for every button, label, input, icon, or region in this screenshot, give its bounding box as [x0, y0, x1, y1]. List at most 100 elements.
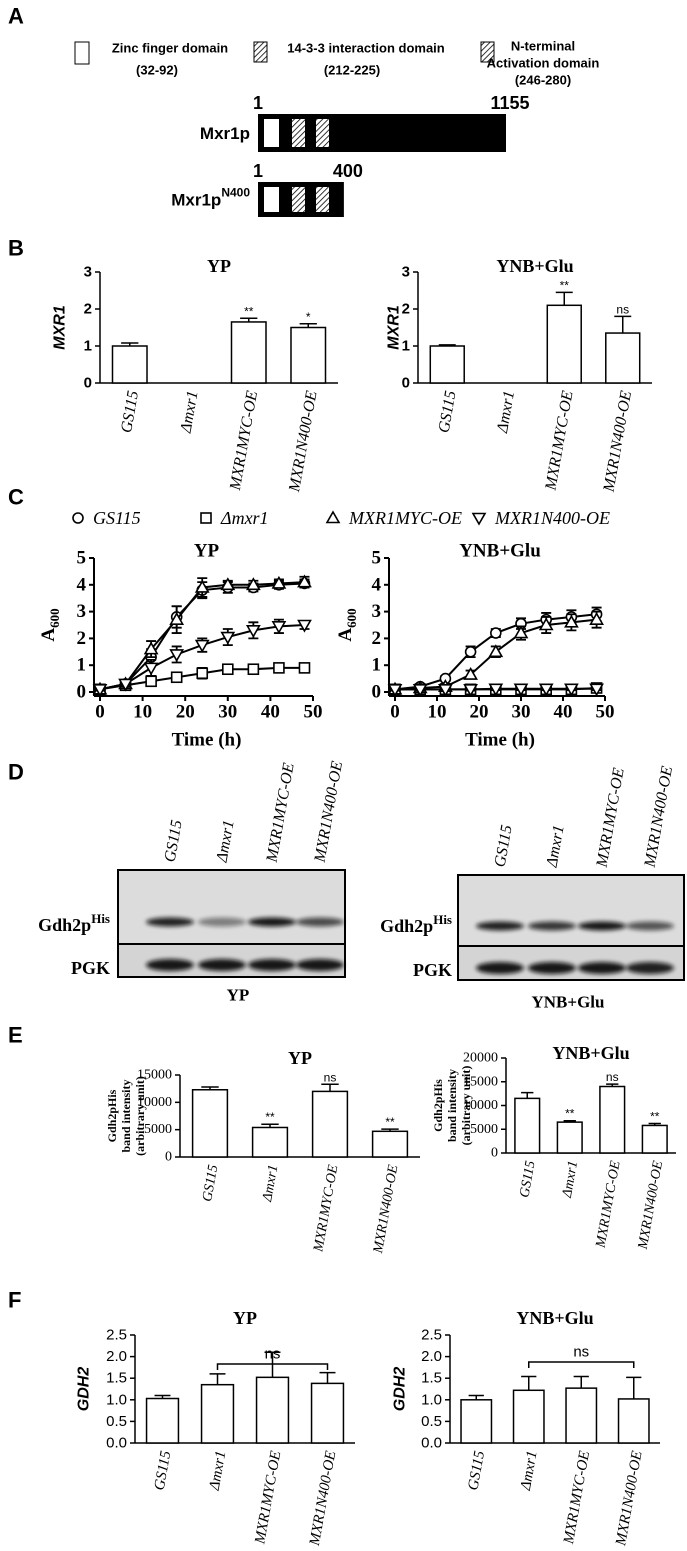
y-tick-label: 20000: [463, 1051, 498, 1066]
legend-marker: [325, 510, 341, 524]
y-tick-label: 0: [402, 375, 410, 392]
y-axis-label-text: A: [335, 628, 356, 642]
error-bar: [319, 1371, 336, 1384]
panel-label: F: [8, 1288, 21, 1313]
x-tick-label: Δmxr1: [560, 1160, 581, 1200]
blot-band: [198, 917, 246, 927]
significance-label: ns: [265, 1346, 281, 1363]
bar: [565, 1387, 598, 1444]
significance-label: **: [244, 304, 254, 318]
y-tick-label: 1.0: [106, 1391, 127, 1408]
legend-marker: [72, 512, 84, 524]
construct-start: 1: [253, 93, 263, 113]
error-bar: [573, 1375, 589, 1389]
panel-label: B: [8, 236, 24, 261]
x-tick-label: 30: [218, 702, 237, 723]
significance-bracket: [216, 1363, 329, 1370]
significance-label: **: [650, 1110, 660, 1124]
y-axis-label: (arbitrary unit): [133, 1076, 147, 1156]
y-tick-label: 15000: [137, 1068, 172, 1083]
bar: [290, 326, 327, 384]
legend-label: MXR1N400-OE: [494, 508, 610, 528]
bar: [255, 1376, 290, 1444]
blot-condition: YP: [227, 986, 250, 1005]
x-tick-label: 10: [428, 702, 447, 723]
marker: [92, 684, 108, 697]
marker: [589, 683, 604, 697]
domain-legend-text: Activation domain: [487, 56, 600, 71]
marker: [513, 625, 529, 639]
blot-row-name: Gdh2p: [38, 915, 91, 935]
y-tick-label: 3: [402, 264, 410, 281]
error-bar: [154, 1394, 171, 1399]
y-axis-label-subscript: 600: [47, 608, 62, 628]
significance-label: **: [265, 1110, 275, 1124]
domain-legend-text: N-terminal: [511, 39, 575, 54]
error-bar: [321, 1083, 339, 1092]
chart-title: YNB+Glu: [552, 1043, 629, 1063]
blot-band: [578, 962, 626, 974]
blot-band: [528, 962, 576, 974]
significance-label: ns: [573, 1344, 589, 1361]
chart-title: YP: [233, 1308, 257, 1328]
construct-name-text: Mxr1p: [200, 124, 250, 143]
error-bar: [381, 1128, 399, 1132]
panel-label: A: [8, 4, 24, 29]
y-tick-label: 0: [77, 682, 87, 703]
blot-band: [528, 921, 576, 931]
error-bar: [563, 1119, 576, 1123]
marker: [387, 684, 403, 697]
error-bar: [240, 317, 258, 322]
y-tick-label: 0: [491, 1146, 498, 1161]
error-bar: [264, 1351, 281, 1378]
x-axis-label: Time (h): [172, 730, 242, 751]
marker: [145, 675, 157, 688]
y-tick-label: 1.5: [106, 1370, 127, 1387]
y-tick-label: 10000: [137, 1095, 172, 1110]
blot-band: [476, 921, 524, 931]
y-tick-label: 3: [84, 264, 92, 281]
domain-legend-text: (212-225): [324, 63, 380, 78]
bar: [460, 1399, 493, 1444]
marker: [170, 671, 183, 684]
blot-band: [248, 959, 296, 971]
marker: [194, 579, 210, 593]
blot-band: [578, 921, 626, 931]
blot-band: [248, 917, 296, 927]
y-tick-label: 5: [372, 548, 382, 569]
construct-name-text: Mxr1p: [171, 190, 221, 209]
domain-swatch: [74, 41, 90, 65]
y-tick-label: 1: [77, 655, 87, 676]
x-tick-label: 0: [95, 702, 105, 723]
y-axis-label: A600: [335, 608, 359, 641]
blot-row-name: Gdh2p: [380, 916, 433, 936]
blot-row-label: Gdh2pHis: [38, 911, 110, 936]
y-axis-label: MXR1: [386, 305, 403, 350]
marker: [564, 683, 579, 697]
y-axis-label: band intensity: [445, 1069, 459, 1142]
y-tick-label: 3: [77, 601, 87, 622]
y-tick-label: 2.0: [421, 1348, 442, 1365]
x-axis-label: Time (h): [465, 730, 535, 751]
domain-legend-text: Zinc finger domain: [112, 41, 228, 56]
marker: [488, 683, 504, 697]
error-bar: [201, 1086, 219, 1090]
chart-title: YNB+Glu: [496, 256, 573, 276]
chart-title: YNB+Glu: [459, 541, 541, 562]
x-tick-label: 0: [390, 702, 400, 723]
x-tick-label: 20: [470, 702, 489, 723]
bar: [641, 1124, 668, 1154]
marker: [297, 574, 312, 588]
marker: [245, 577, 261, 591]
x-tick-label: 40: [261, 702, 280, 723]
chart-title: YP: [194, 541, 220, 562]
x-tick-label: Δmxr1: [207, 1450, 230, 1493]
blot-condition: YNB+Glu: [532, 993, 605, 1012]
activation-box: [316, 119, 329, 147]
blot-band: [626, 962, 674, 974]
marker: [273, 662, 285, 674]
y-axis-label-subscript: 600: [344, 608, 359, 628]
bar: [310, 1382, 345, 1444]
bar: [605, 332, 641, 384]
